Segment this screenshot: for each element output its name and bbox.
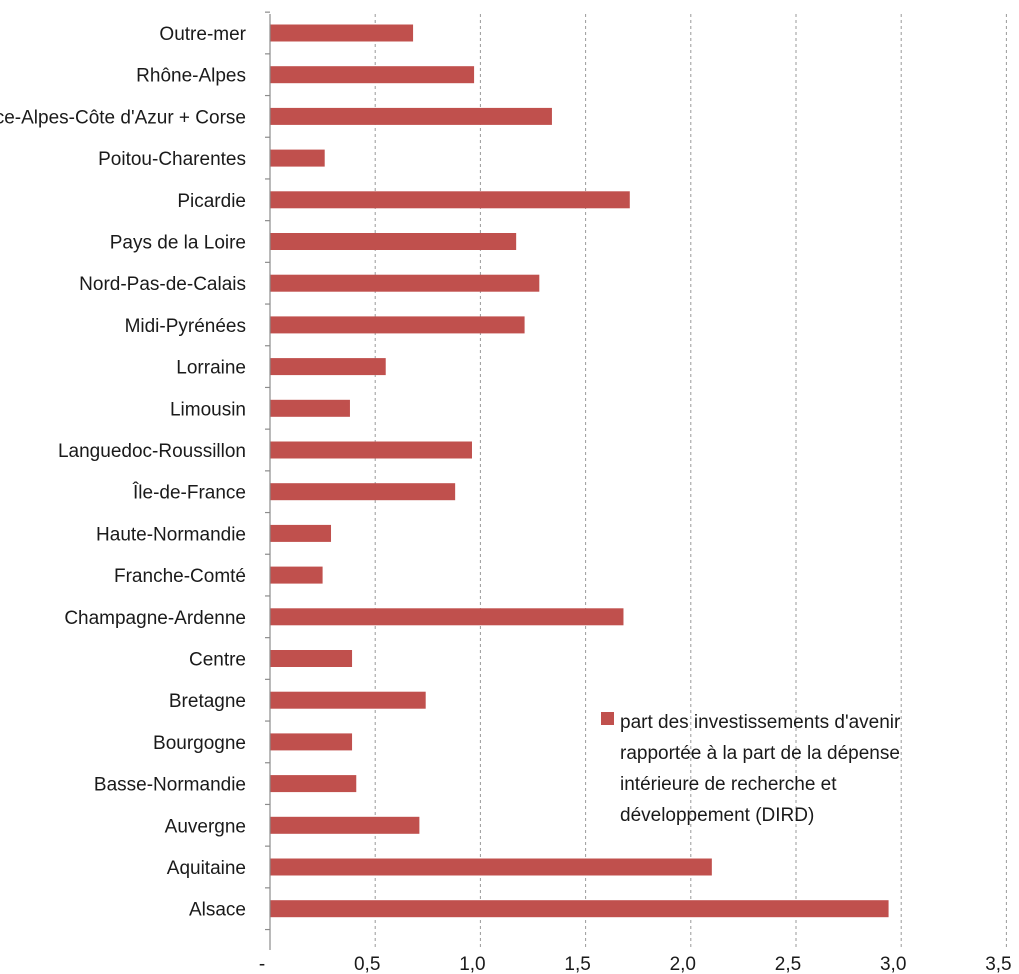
category-label: Midi-Pyrénées [125,316,246,337]
bar [270,733,353,751]
x-tick-label: 0,5 [354,954,380,974]
x-tick-label: 1,5 [564,954,590,974]
bar [270,358,386,376]
legend-swatch [601,712,614,725]
category-label: Lorraine [176,358,246,379]
x-tick-label: 3,5 [985,954,1011,974]
bar [270,566,323,584]
category-label: Île-de-France [132,482,246,504]
legend-text-line: rapportée à la part de la dépense [620,743,900,764]
bar [270,24,414,42]
bar [270,483,456,501]
bar [270,399,350,417]
category-label: Centre [189,650,246,671]
bar [270,274,540,292]
category-labels: Outre-mer Rhône-Alpes Provence-Alpes-Côte … [0,24,247,921]
gridlines [265,11,1007,950]
bar [270,900,889,918]
category-label: Champagne-Ardenne [64,608,246,629]
bar [270,191,630,209]
bar [270,650,353,667]
category-label: Nord-Pas-de-Calais [79,274,246,295]
category-label: Basse-Normandie [94,775,246,796]
category-label: Bourgogne [153,733,246,754]
category-label: Limousin [170,399,246,420]
legend-text: part des investissements d'avenir rapport… [620,712,901,826]
bar [270,608,624,626]
bar [270,66,475,84]
x-tick-label: 1,0 [459,954,485,974]
category-label: Haute-Normandie [96,524,246,545]
bar [270,775,357,793]
legend-text-line: développement (DIRD) [620,805,814,826]
x-tick-label: 2,0 [670,954,696,974]
category-label: Bretagne [169,691,246,712]
category-label: Aquitaine [167,858,246,879]
category-label: Franche-Comté [114,566,246,587]
bar [270,441,472,459]
bar [270,816,420,834]
x-tick-labels: - 0,5 1,0 1,5 2,0 2,5 3,0 3,5 [259,954,1012,974]
category-label: Provence-Alpes-Côte d'Azur + Corse [0,107,246,128]
category-label: Auvergne [165,816,246,837]
bar [270,233,517,250]
legend-text-line: intérieure de recherche et [620,774,837,795]
category-label: Poitou-Charentes [98,149,246,170]
category-label: Pays de la Loire [110,233,246,254]
x-tick-label: - [259,954,265,974]
category-label: Rhône-Alpes [136,66,246,87]
bars [270,24,889,918]
x-tick-label: 2,5 [775,954,801,974]
legend: part des investissements d'avenir rapport… [601,712,901,826]
category-label: Alsace [189,900,246,921]
category-label: Picardie [177,191,246,212]
category-label: Languedoc-Roussillon [58,441,246,462]
category-label: Outre-mer [159,24,246,45]
bar [270,316,525,334]
legend-text-line: part des investissements d'avenir [620,712,901,733]
bar [270,107,552,125]
bar [270,858,712,876]
bar [270,691,426,709]
bar [270,524,332,542]
x-tick-label: 3,0 [880,954,906,974]
bar [270,149,325,167]
